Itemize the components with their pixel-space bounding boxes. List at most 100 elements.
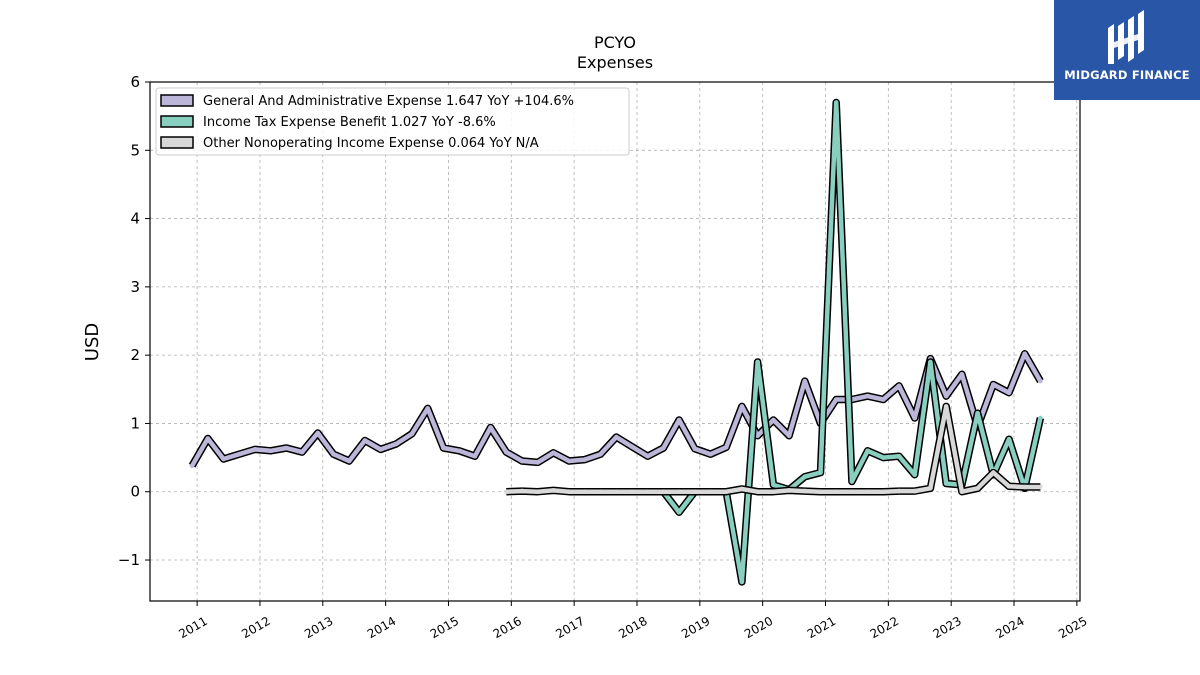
y-tick-label: 3	[130, 278, 140, 296]
y-tick-label: −1	[118, 551, 140, 569]
data-point	[598, 489, 603, 495]
y-tick-label: 2	[130, 346, 140, 364]
data-point	[535, 460, 540, 465]
data-point	[676, 489, 682, 495]
data-point	[708, 489, 713, 495]
data-point	[739, 486, 745, 492]
legend-frame	[155, 87, 630, 156]
data-point	[1038, 378, 1043, 384]
data-point	[849, 489, 855, 495]
data-point	[629, 489, 635, 495]
data-point	[943, 393, 949, 399]
data-point	[786, 433, 792, 439]
data-point	[645, 453, 650, 459]
data-point	[1038, 415, 1043, 421]
y-tick-label: 5	[130, 141, 140, 159]
series-line	[190, 351, 1043, 467]
data-point	[755, 359, 760, 365]
data-point	[833, 397, 839, 402]
data-point	[881, 455, 886, 460]
data-point	[189, 463, 195, 469]
data-point	[771, 489, 776, 495]
data-point	[394, 441, 399, 447]
series-3	[504, 402, 1043, 496]
grid	[150, 81, 1080, 601]
data-point	[881, 397, 886, 402]
data-point	[802, 474, 808, 480]
y-tick-label: 0	[130, 483, 140, 501]
x-tick-label: 2019	[679, 614, 712, 641]
data-point	[991, 470, 996, 475]
data-point	[692, 446, 698, 452]
legend: General And Administrative Expense 1.647…	[155, 87, 630, 156]
data-point	[519, 488, 525, 494]
x-tick-label: 2014	[365, 614, 398, 641]
series-2	[645, 98, 1045, 586]
data-point	[755, 433, 760, 439]
series-layer	[188, 98, 1045, 586]
data-point	[315, 430, 321, 436]
data-point	[661, 489, 666, 495]
data-point	[975, 410, 980, 416]
data-point	[535, 489, 540, 495]
data-point	[739, 579, 745, 585]
y-tick-label: 4	[130, 210, 140, 228]
data-point	[551, 488, 556, 493]
data-point	[928, 359, 933, 365]
data-point	[833, 100, 839, 105]
data-point	[943, 404, 949, 409]
data-point	[551, 450, 556, 456]
y-axis: −1 0 1 2 3 4 5 6	[118, 73, 150, 569]
data-point	[912, 488, 917, 494]
data-point	[959, 372, 965, 377]
data-point	[818, 489, 823, 495]
data-point	[865, 448, 870, 454]
data-point	[252, 447, 258, 452]
x-tick-label: 2020	[742, 614, 775, 641]
legend-swatch	[160, 136, 194, 149]
data-point	[865, 393, 870, 399]
data-point	[504, 489, 509, 495]
data-point	[723, 445, 729, 450]
data-point	[205, 436, 211, 441]
y-tick-label: 6	[130, 73, 140, 91]
data-point	[833, 489, 839, 495]
data-point	[1006, 484, 1012, 489]
data-point	[1038, 484, 1043, 490]
data-point	[802, 488, 808, 494]
data-point	[236, 451, 242, 457]
data-point	[771, 482, 776, 488]
data-point	[661, 445, 666, 451]
x-tick-label: 2025	[1056, 614, 1089, 641]
x-tick-label: 2013	[302, 614, 335, 641]
data-point	[676, 509, 682, 515]
legend-label: Other Nonoperating Income Expense 0.064 …	[203, 136, 539, 151]
data-point	[488, 425, 493, 430]
data-point	[456, 448, 462, 454]
data-point	[849, 479, 855, 484]
data-point	[441, 445, 446, 451]
x-tick-label: 2018	[616, 614, 649, 641]
data-point	[598, 451, 603, 457]
data-point	[425, 406, 431, 411]
x-tick-label: 2024	[993, 614, 1026, 641]
data-point	[519, 458, 525, 464]
midgard-logo-icon	[1108, 10, 1144, 64]
plot-frame	[149, 81, 1081, 602]
data-point	[566, 489, 572, 495]
x-tick-label: 2016	[491, 614, 524, 641]
data-point	[504, 449, 509, 455]
series-line	[647, 100, 1043, 585]
x-tick-label: 2015	[428, 614, 461, 641]
y-axis-label: USD	[82, 323, 103, 361]
data-point	[331, 451, 336, 457]
data-point	[771, 417, 776, 423]
data-point	[645, 489, 650, 495]
x-tick-label: 2017	[553, 614, 586, 641]
series-1	[188, 350, 1044, 469]
data-point	[566, 458, 572, 464]
chart-subtitle: Expenses	[577, 53, 653, 72]
data-point	[692, 489, 698, 495]
data-point	[739, 404, 745, 409]
data-point	[629, 444, 635, 450]
